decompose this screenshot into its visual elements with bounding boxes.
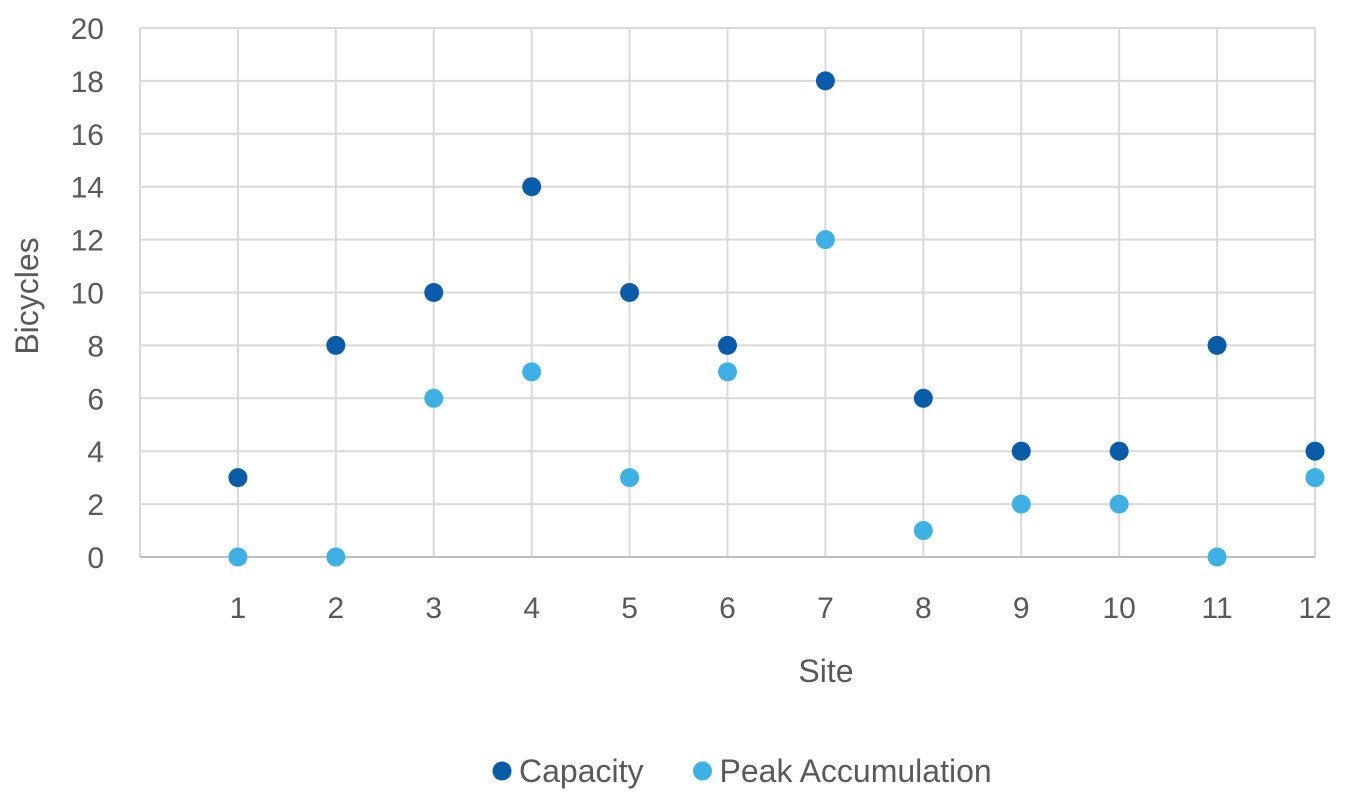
y-tick-label: 4 xyxy=(87,436,104,469)
x-tick-label: 1 xyxy=(230,592,247,625)
x-tick-label: 9 xyxy=(1013,592,1030,625)
capacity-point xyxy=(1011,441,1031,461)
x-tick-label: 2 xyxy=(327,592,344,625)
peak-accumulation-point xyxy=(913,521,933,541)
x-tick-label: 6 xyxy=(719,592,736,625)
y-tick-label: 20 xyxy=(71,13,104,46)
capacity-point xyxy=(326,335,346,355)
x-tick-labels: 1 2 3 4 5 6 7 8 9 10 11 12 xyxy=(230,592,1332,625)
x-tick-label: 8 xyxy=(915,592,932,625)
x-tick-label: 5 xyxy=(621,592,638,625)
y-tick-labels: 0 2 4 6 8 10 12 14 16 18 20 xyxy=(71,13,104,575)
peak-accumulation-legend-label: Peak Accumulation xyxy=(720,753,992,789)
y-tick-label: 18 xyxy=(71,66,104,99)
capacity-point xyxy=(1109,441,1129,461)
peak-accumulation-point xyxy=(1011,494,1031,514)
gridlines xyxy=(139,27,1316,557)
x-tick-label: 11 xyxy=(1202,592,1233,625)
capacity-point xyxy=(1305,441,1325,461)
x-tick-label: 3 xyxy=(425,592,442,625)
peak-accumulation-point xyxy=(424,388,444,408)
capacity-point xyxy=(620,283,640,302)
capacity-point xyxy=(424,283,444,302)
data-points xyxy=(228,71,1325,567)
capacity-point xyxy=(913,388,933,408)
capacity-point xyxy=(718,335,737,355)
x-axis-title: Site xyxy=(798,653,853,689)
capacity-point xyxy=(228,468,248,488)
peak-accumulation-point xyxy=(326,547,346,567)
peak-accumulation-point xyxy=(228,547,248,567)
capacity-point xyxy=(815,71,835,91)
y-tick-label: 0 xyxy=(87,542,104,575)
y-tick-label: 16 xyxy=(71,119,104,152)
peak-accumulation-point xyxy=(620,468,640,488)
legend: Capacity Peak Accumulation xyxy=(492,753,992,789)
x-tick-label: 4 xyxy=(523,592,540,625)
peak-accumulation-legend-marker xyxy=(693,761,712,781)
y-tick-label: 14 xyxy=(71,172,104,205)
y-tick-label: 2 xyxy=(87,489,104,522)
peak-accumulation-point xyxy=(718,362,737,382)
capacity-point xyxy=(1207,335,1227,355)
y-axis-title: Bicycles xyxy=(9,237,45,354)
capacity-legend-marker xyxy=(492,761,512,781)
peak-accumulation-point xyxy=(1207,547,1227,567)
x-tick-label: 12 xyxy=(1298,592,1331,625)
y-tick-label: 6 xyxy=(87,383,104,416)
peak-accumulation-point xyxy=(522,362,542,382)
capacity-legend-label: Capacity xyxy=(519,753,644,789)
x-tick-label: 7 xyxy=(817,592,834,625)
x-tick-label: 10 xyxy=(1102,592,1135,625)
y-tick-label: 10 xyxy=(71,278,104,311)
capacity-point xyxy=(522,177,542,197)
y-tick-label: 12 xyxy=(71,225,104,258)
peak-accumulation-point xyxy=(1109,494,1129,514)
peak-accumulation-point xyxy=(815,230,835,250)
y-tick-label: 8 xyxy=(87,330,104,363)
peak-accumulation-point xyxy=(1305,468,1325,488)
